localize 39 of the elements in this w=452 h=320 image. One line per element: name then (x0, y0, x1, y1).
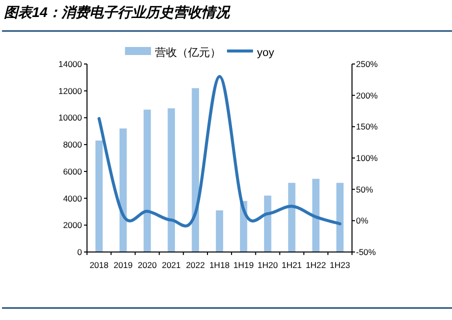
y-tick-label: 14000 (58, 59, 82, 69)
bar (312, 178, 320, 252)
y-tick-label: 6000 (63, 166, 82, 176)
x-tick-label: 1H23 (330, 260, 350, 270)
x-tick-label: 1H18 (209, 260, 230, 270)
x-tick-label: 2021 (162, 260, 182, 270)
y-tick-label: 10000 (58, 112, 82, 123)
bar (264, 196, 272, 252)
chart-title: 图表14：消费电子行业历史营收情况 (4, 4, 232, 20)
y-tick-label: 2000 (63, 220, 82, 230)
y2-tick-label: 200% (356, 90, 378, 100)
legend-label: 营收（亿元） (155, 46, 221, 59)
y2-tick-label: 250% (356, 59, 378, 69)
legend-label: yoy (257, 47, 275, 59)
bar (336, 182, 344, 252)
x-tick-label: 1H20 (258, 260, 278, 270)
bar (95, 140, 103, 252)
x-tick-label: 2019 (114, 260, 133, 270)
x-tick-label: 1H21 (282, 260, 302, 270)
y-tick-label: 12000 (58, 86, 82, 96)
y-tick-label: 8000 (63, 140, 82, 150)
x-tick-label: 1H19 (233, 260, 254, 270)
bar (192, 88, 200, 252)
y2-tick-label: -50% (356, 247, 376, 257)
bar (144, 110, 151, 252)
bar (288, 182, 296, 252)
y2-tick-label: 150% (356, 122, 378, 132)
y-tick-label: 0 (77, 247, 82, 257)
bar (216, 210, 224, 252)
y2-tick-label: 50% (356, 184, 374, 194)
bar (120, 128, 127, 252)
x-tick-label: 2020 (138, 260, 157, 270)
y-tick-label: 4000 (63, 193, 82, 204)
bar (168, 108, 175, 252)
x-tick-label: 2022 (186, 260, 206, 270)
x-tick-label: 2018 (90, 260, 109, 270)
x-tick-label: 1H22 (306, 260, 326, 270)
y2-tick-label: 0% (356, 216, 369, 226)
y2-tick-label: 100% (356, 153, 378, 163)
